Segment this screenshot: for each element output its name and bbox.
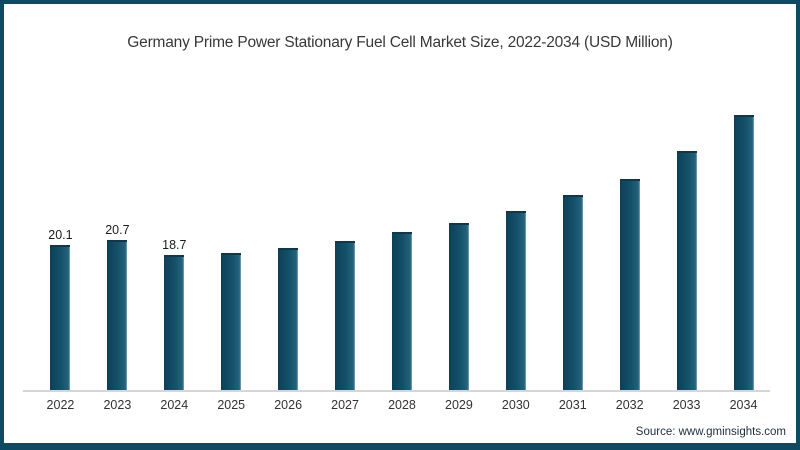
- x-tick-label: 2022: [46, 398, 75, 412]
- bar-2029: [448, 222, 469, 391]
- bar-slot-2022: 20.1: [32, 100, 89, 391]
- bar-2024: [164, 255, 185, 391]
- bar-2032: [619, 178, 640, 391]
- bar-2028: [391, 232, 412, 391]
- bar-2023: [107, 240, 128, 391]
- bar-2025: [221, 252, 242, 391]
- bar-slot-2031: [544, 100, 601, 391]
- bar-value-label: 20.7: [105, 223, 130, 238]
- x-tick-label: 2033: [672, 398, 701, 412]
- x-tick-label: 2031: [558, 398, 587, 412]
- bar-2034: [733, 115, 754, 391]
- bar-2022: [50, 244, 71, 391]
- bar-slot-2029: [430, 100, 487, 391]
- bar-slot-2024: 18.7: [146, 100, 203, 391]
- bar-slot-2034: [715, 100, 772, 391]
- bar-slot-2028: [374, 100, 431, 391]
- chart-title: Germany Prime Power Stationary Fuel Cell…: [127, 34, 673, 51]
- bar-2033: [676, 150, 697, 391]
- x-tick-label: 2026: [274, 398, 303, 412]
- x-tick-label: 2030: [501, 398, 530, 412]
- bar-slot-2025: [203, 100, 260, 391]
- bar-slot-2023: 20.7: [89, 100, 146, 391]
- bar-2030: [505, 210, 526, 391]
- x-tick-label: 2032: [615, 398, 644, 412]
- bars-row: 20.1 20.7 18.7: [32, 100, 772, 391]
- x-axis-line: [23, 390, 770, 392]
- x-axis-labels: 2022 2023 2024 2025 2026 2027 2028 2029 2030 2031…: [32, 398, 772, 412]
- bar-value-label: 18.7: [162, 238, 187, 252]
- bar-slot-2033: [658, 100, 715, 391]
- x-tick-label: 2023: [103, 398, 132, 412]
- x-tick-label: 2028: [388, 398, 416, 412]
- bar-2027: [335, 241, 356, 391]
- bar-2026: [278, 247, 299, 391]
- source-note: Source: www.gminsights.com: [635, 426, 786, 438]
- x-tick-label: 2024: [160, 398, 189, 412]
- bar-slot-2032: [601, 100, 658, 391]
- x-tick-label: 2025: [217, 398, 246, 412]
- x-tick-label: 2034: [729, 398, 758, 412]
- plot-area: 20.1 20.7 18.7: [32, 100, 772, 391]
- bar-2031: [562, 195, 583, 391]
- x-tick-label: 2027: [331, 398, 359, 412]
- bar-slot-2027: [317, 100, 374, 391]
- bar-value-label: 20.1: [48, 227, 73, 242]
- bar-slot-2030: [487, 100, 544, 391]
- x-tick-label: 2029: [445, 398, 473, 412]
- bar-slot-2026: [260, 100, 317, 391]
